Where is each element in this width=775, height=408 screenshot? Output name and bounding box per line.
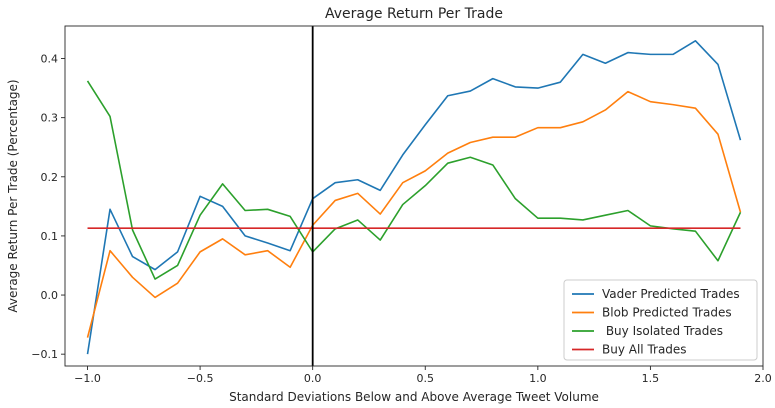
x-axis-label: Standard Deviations Below and Above Aver…	[229, 390, 599, 404]
series-line-1	[86, 90, 742, 338]
series-line-0	[86, 39, 742, 355]
legend-label: Blob Predicted Trades	[602, 306, 732, 320]
x-tick-label: 2.0	[754, 372, 772, 385]
legend: Vader Predicted Trades Blob Predicted Tra…	[563, 279, 758, 361]
y-tick-label: 0.0	[41, 289, 59, 302]
legend-label: Buy Isolated Trades	[602, 324, 723, 338]
plot-area	[86, 26, 742, 366]
y-tick-label: 0.4	[41, 53, 59, 66]
y-tick-label: −0.1	[31, 348, 58, 361]
chart-title: Average Return Per Trade	[325, 6, 503, 22]
x-tick-label: 0.5	[417, 372, 435, 385]
x-axis: −1.0 −0.5 0.0 0.5 1.0 1.5 2.0	[74, 366, 772, 385]
x-tick-label: 1.0	[529, 372, 547, 385]
y-axis-label: Average Return Per Trade (Percentage)	[6, 79, 20, 312]
x-tick-label: 1.5	[642, 372, 660, 385]
legend-box	[563, 279, 758, 361]
axes-frame	[64, 25, 764, 367]
legend-label: Vader Predicted Trades	[602, 287, 740, 301]
x-tick-label: 0.0	[304, 372, 322, 385]
legend-label: Buy All Trades	[602, 343, 687, 357]
x-tick-label: −1.0	[74, 372, 101, 385]
x-tick-label: −0.5	[187, 372, 214, 385]
y-axis: −0.1 0.0 0.1 0.2 0.3 0.4	[31, 53, 65, 361]
series-line-2	[86, 80, 742, 280]
y-tick-label: 0.1	[41, 230, 59, 243]
y-tick-label: 0.3	[41, 112, 59, 125]
y-tick-label: 0.2	[41, 171, 59, 184]
